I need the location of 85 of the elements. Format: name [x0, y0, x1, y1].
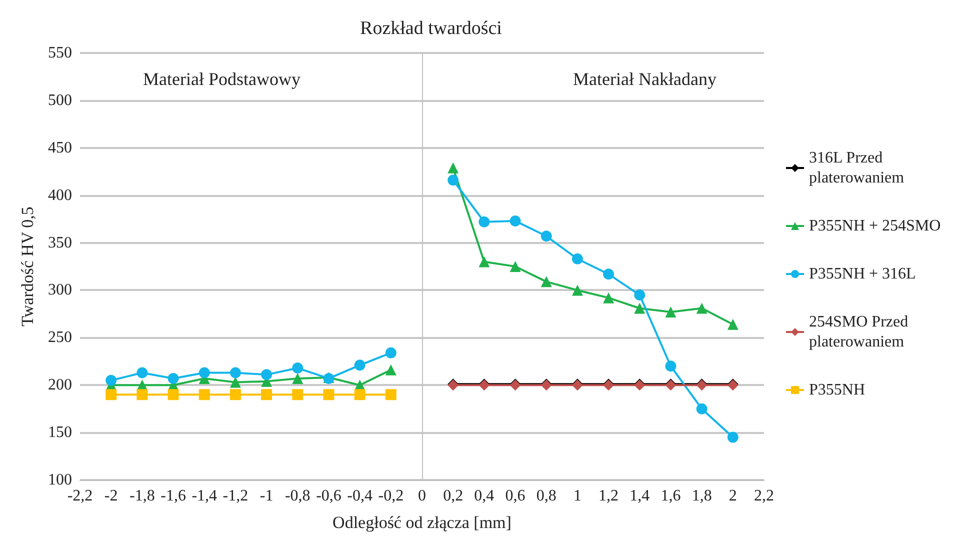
- point: [448, 174, 459, 186]
- y-tick-label: 100: [48, 472, 72, 488]
- point: [510, 261, 521, 272]
- point: [603, 268, 614, 280]
- legend-label: P355NH + 316L: [809, 266, 916, 282]
- point: [230, 389, 241, 400]
- x-tick-label: 1,6: [660, 488, 681, 504]
- x-tick-label: -0,2: [378, 488, 404, 504]
- x-tick-label: 1,8: [692, 488, 712, 504]
- y-tick-label: 450: [48, 139, 72, 156]
- point: [230, 367, 241, 378]
- point: [106, 389, 117, 400]
- x-tick-label: -2,2: [67, 488, 93, 504]
- point: [727, 318, 738, 330]
- point: [292, 372, 304, 384]
- x-tick-label: 1,2: [598, 488, 619, 504]
- point: [727, 432, 738, 443]
- point: [385, 364, 396, 376]
- point: [354, 360, 366, 371]
- point: [572, 253, 583, 264]
- point: [385, 347, 396, 358]
- annotation: Materiał Nakładany: [573, 69, 716, 89]
- point: [136, 389, 148, 400]
- point: [540, 276, 552, 288]
- point: [540, 230, 552, 242]
- y-tick-label: 500: [48, 92, 72, 109]
- x-tick-label: -0,6: [316, 488, 342, 504]
- point: [354, 389, 366, 400]
- point: [106, 374, 117, 386]
- point: [696, 403, 708, 414]
- point: [230, 376, 241, 388]
- x-tick-label: 0,6: [505, 488, 526, 504]
- x-tick-label: -1,2: [222, 488, 248, 504]
- x-axis-title: Odległość od złącza [mm]: [332, 513, 512, 532]
- point: [634, 289, 646, 300]
- chart-title: Rozkład twardości: [360, 18, 502, 39]
- point: [292, 362, 304, 374]
- legend-label: 254SMO Przed platerowaniem: [809, 314, 912, 350]
- x-tick-label: 0,4: [474, 488, 494, 504]
- annotation: Materiał Podstawowy: [143, 69, 300, 89]
- point: [198, 389, 210, 400]
- point: [168, 372, 179, 384]
- x-tick-label: -1,8: [130, 488, 155, 504]
- y-tick-label: 300: [48, 282, 72, 299]
- y-tick-label: 150: [48, 424, 72, 442]
- y-tick-label: 550: [48, 44, 72, 62]
- legend-label: P355NH + 254SMO: [809, 218, 941, 234]
- point: [510, 215, 521, 226]
- x-tick-label: -1,6: [160, 488, 186, 504]
- y-tick-label: 400: [48, 186, 72, 204]
- x-tick-label: -1: [260, 488, 274, 504]
- y-axis-title: Twardość HV 0,5: [18, 206, 37, 326]
- x-tick-label: -0,4: [347, 488, 372, 504]
- point: [385, 389, 396, 400]
- x-tick-label: 0,8: [536, 488, 556, 504]
- x-tick-label: 0: [418, 488, 426, 504]
- point: [478, 216, 490, 228]
- point: [634, 302, 646, 314]
- x-tick-label: 2: [728, 488, 737, 504]
- point: [603, 292, 614, 304]
- y-tick-label: 250: [48, 329, 72, 346]
- x-tick-label: 1,4: [630, 488, 650, 504]
- x-tick-label: 1: [573, 488, 582, 504]
- x-tick-label: 2,2: [754, 488, 774, 504]
- point: [261, 389, 272, 400]
- point: [448, 162, 459, 174]
- y-tick-label: 350: [48, 234, 72, 252]
- point: [572, 284, 583, 296]
- x-tick-label: -1,4: [192, 488, 218, 504]
- x-tick-label: 0,2: [443, 488, 464, 504]
- legend-label: P355NH: [809, 382, 866, 398]
- point: [261, 369, 272, 380]
- point: [478, 256, 490, 268]
- point: [323, 389, 334, 400]
- x-tick-label: -2: [104, 488, 118, 504]
- point: [168, 389, 179, 400]
- y-tick-label: 200: [48, 376, 72, 394]
- point: [198, 367, 210, 378]
- point: [665, 306, 676, 318]
- point: [136, 367, 148, 378]
- point: [696, 302, 708, 314]
- point: [292, 389, 304, 400]
- point: [665, 360, 676, 372]
- legend-label: 316L Przed platerowaniem: [809, 150, 905, 186]
- x-tick-label: -0,8: [284, 488, 310, 504]
